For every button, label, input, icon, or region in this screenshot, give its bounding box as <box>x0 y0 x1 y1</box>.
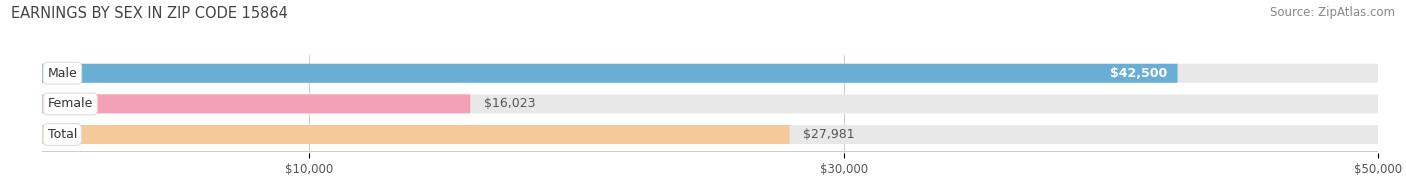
Text: Total: Total <box>48 128 77 141</box>
FancyBboxPatch shape <box>42 125 790 144</box>
FancyBboxPatch shape <box>42 64 1178 83</box>
Text: $42,500: $42,500 <box>1109 67 1167 80</box>
Text: Female: Female <box>48 97 93 110</box>
Text: EARNINGS BY SEX IN ZIP CODE 15864: EARNINGS BY SEX IN ZIP CODE 15864 <box>11 6 288 21</box>
Text: Source: ZipAtlas.com: Source: ZipAtlas.com <box>1270 6 1395 19</box>
FancyBboxPatch shape <box>42 64 1378 83</box>
FancyBboxPatch shape <box>42 94 470 113</box>
Text: $16,023: $16,023 <box>484 97 536 110</box>
Text: Male: Male <box>48 67 77 80</box>
Text: $27,981: $27,981 <box>803 128 855 141</box>
FancyBboxPatch shape <box>42 94 1378 113</box>
FancyBboxPatch shape <box>42 125 1378 144</box>
